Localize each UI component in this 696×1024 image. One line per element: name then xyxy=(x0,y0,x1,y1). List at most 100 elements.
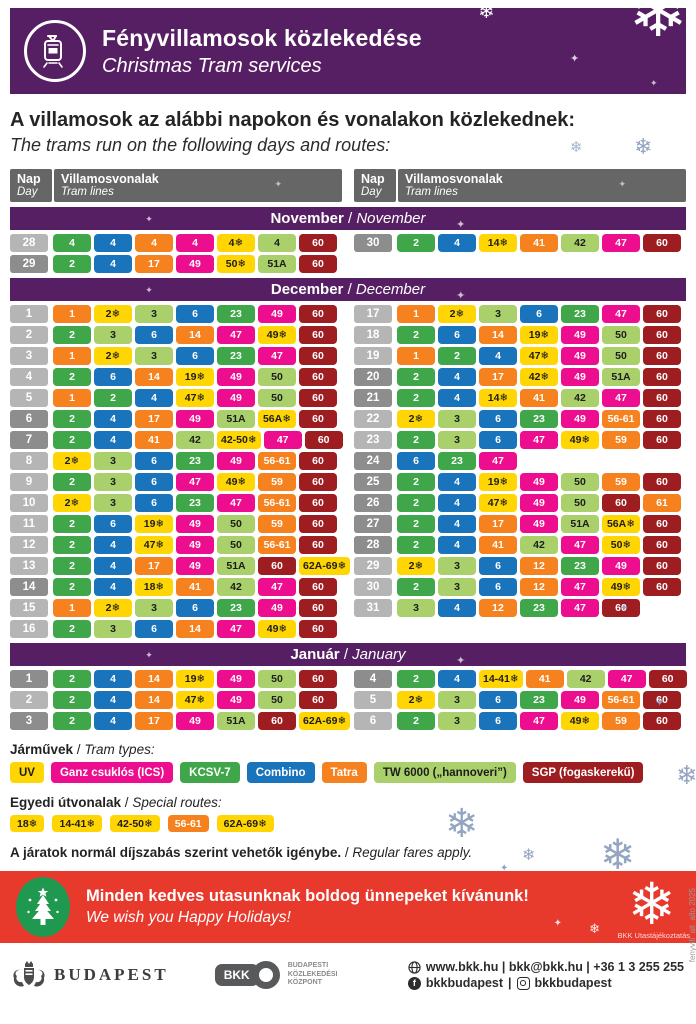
special-route-badge: 56-61 xyxy=(167,815,209,832)
month-rows-november: 28 4 4 4 4 4❄ 4 60 29 2 4 17 49 50❄ 51A 60 30 2 4 14❄ 41 42 47… xyxy=(10,234,686,273)
poster-title-en: Christmas Tram services xyxy=(102,54,322,77)
route-badge: 47 xyxy=(602,234,640,252)
route-badge: 1 xyxy=(53,389,91,407)
route-badge: 6 xyxy=(176,599,214,617)
route-badge: 4 xyxy=(479,347,517,365)
route-badge: 3 xyxy=(438,578,476,596)
route-badge: 3 xyxy=(94,620,132,638)
route-badge: 49 xyxy=(561,410,599,428)
route-badge: 2 xyxy=(397,389,435,407)
footer: BUDAPEST BKK Budapesti Közlekedési Közpo… xyxy=(0,947,696,1003)
route-badges: 2 3 6 47 49❄ 59 60 xyxy=(397,712,686,730)
lines-column-header: Villamosvonalak Tram lines xyxy=(398,169,686,202)
route-badge: 2❄ xyxy=(397,557,435,575)
month-rows-december: 1 1 2❄ 3 6 23 49 60 2 2 3 6 14 47 49❄ 60 3 1 2❄ 3 6 23 47 60 4 2 6… xyxy=(10,305,686,638)
route-badge: 56-61 xyxy=(258,452,296,470)
poster-titles: Fényvillamosok közlekedése Christmas Tra… xyxy=(102,25,422,78)
route-badge: 47 xyxy=(217,326,255,344)
instagram-handle: bkkbudapest xyxy=(534,976,612,990)
route-badge: 41 xyxy=(525,670,564,688)
route-badge: 4 xyxy=(438,473,476,491)
route-badge: 2 xyxy=(397,234,435,252)
route-badge: 60 xyxy=(643,234,681,252)
route-badges: 2 4 41 42 47 50❄ 60 xyxy=(397,536,686,554)
route-badge: 50 xyxy=(217,536,255,554)
route-badge: 2❄ xyxy=(397,410,435,428)
route-badge: 60 xyxy=(299,670,337,688)
route-badge: 2 xyxy=(53,712,91,730)
route-badge: 2 xyxy=(53,368,91,386)
budapest-logo: BUDAPEST xyxy=(12,960,169,990)
route-badge: 61 xyxy=(643,494,681,512)
route-badge: 3 xyxy=(438,431,476,449)
route-badge: 4 xyxy=(53,234,91,252)
separator: / xyxy=(73,742,85,757)
route-badges: 2 4 17 49 51A 56A❄ 60 xyxy=(53,410,342,428)
route-badge: 3 xyxy=(94,326,132,344)
day-cell: 25 xyxy=(354,473,392,491)
route-badge: 60 xyxy=(643,410,681,428)
route-badges: 2❄ 3 6 23 49 56-61 60 xyxy=(397,410,686,428)
globe-icon xyxy=(408,960,421,974)
route-badge: 60 xyxy=(643,368,681,386)
schedule-row: 19 1 2 4 47❄ 49 50 60 xyxy=(354,347,686,365)
route-badge: 2 xyxy=(53,326,91,344)
route-badge: 4 xyxy=(438,368,476,386)
route-badge: 4 xyxy=(438,515,476,533)
route-badge: 47 xyxy=(520,712,558,730)
schedule-row: 25 2 4 19❄ 49 50 59 60 xyxy=(354,473,686,491)
day-cell: 5 xyxy=(10,389,48,407)
route-badge: 60 xyxy=(643,712,681,730)
route-badge: 2❄ xyxy=(397,691,435,709)
route-badge: 47 xyxy=(602,305,640,323)
route-badge: 23 xyxy=(176,452,214,470)
route-badge: 3 xyxy=(94,452,132,470)
route-badge: 60 xyxy=(304,431,343,449)
month-banner-december: December / December xyxy=(10,278,686,308)
route-badge: 56-61 xyxy=(258,494,296,512)
route-badge: 50 xyxy=(602,326,640,344)
route-badges: 1 2❄ 3 6 23 49 60 xyxy=(53,305,342,323)
route-badge: 60 xyxy=(643,691,681,709)
route-badge: 2 xyxy=(397,670,435,688)
side-note: fenyvill_alt_allo 2025 xyxy=(688,888,696,963)
route-badge: 50 xyxy=(561,494,599,512)
tram-type-badge: Ganz csuklós (ICS) xyxy=(50,762,174,783)
month-name-en: January xyxy=(352,646,406,663)
route-badge: 23 xyxy=(561,305,599,323)
legend-title: Járművek / Tram types: xyxy=(10,742,686,757)
special-title-en: Special routes: xyxy=(132,795,222,810)
lines-header-hu: Villamosvonalak xyxy=(61,172,159,186)
route-badge: 2 xyxy=(53,410,91,428)
route-badge: 19❄ xyxy=(520,326,558,344)
route-badges: 2 4 17 42❄ 49 51A 60 xyxy=(397,368,686,386)
route-badges: 2 3 6 47 49❄ 59 60 xyxy=(397,431,686,449)
schedule-row: 21 2 4 14❄ 41 42 47 60 xyxy=(354,389,686,407)
route-badge: 6 xyxy=(479,557,517,575)
route-badge: 47 xyxy=(263,431,302,449)
intro-hu: A villamosok az alábbi napokon és vonala… xyxy=(10,109,575,131)
route-badge: 6 xyxy=(438,326,476,344)
day-header-en: Day xyxy=(361,186,382,198)
route-badge: 6 xyxy=(94,368,132,386)
month-name-en: December xyxy=(355,281,426,298)
route-badge: 51A xyxy=(217,712,255,730)
route-badge: 60 xyxy=(299,452,337,470)
route-badges: 2 3 6 47 49❄ 59 60 xyxy=(53,473,342,491)
contact-block: www.bkk.hu | bkk@bkk.hu | +36 1 3 255 25… xyxy=(407,958,684,992)
credit-label: BKK Utastájékoztatás xyxy=(617,931,690,940)
route-badge: 2 xyxy=(397,326,435,344)
special-route-badge: 62A-69❄ xyxy=(216,815,274,832)
route-badge: 60 xyxy=(299,473,337,491)
day-cell: 23 xyxy=(354,431,392,449)
tram-type-badge: Combino xyxy=(246,762,315,783)
route-badge: 3 xyxy=(135,599,173,617)
route-badge: 23 xyxy=(176,494,214,512)
schedule-column: 30 2 4 14❄ 41 42 47 60 xyxy=(354,234,686,252)
route-badge: 51A xyxy=(258,255,296,273)
route-badge: 4 xyxy=(94,431,132,449)
route-badge: 4 xyxy=(258,234,296,252)
route-badge: 6 xyxy=(479,578,517,596)
route-badges: 2 3 6 14 47 49❄ 60 xyxy=(53,326,342,344)
route-badge: 49 xyxy=(217,670,255,688)
